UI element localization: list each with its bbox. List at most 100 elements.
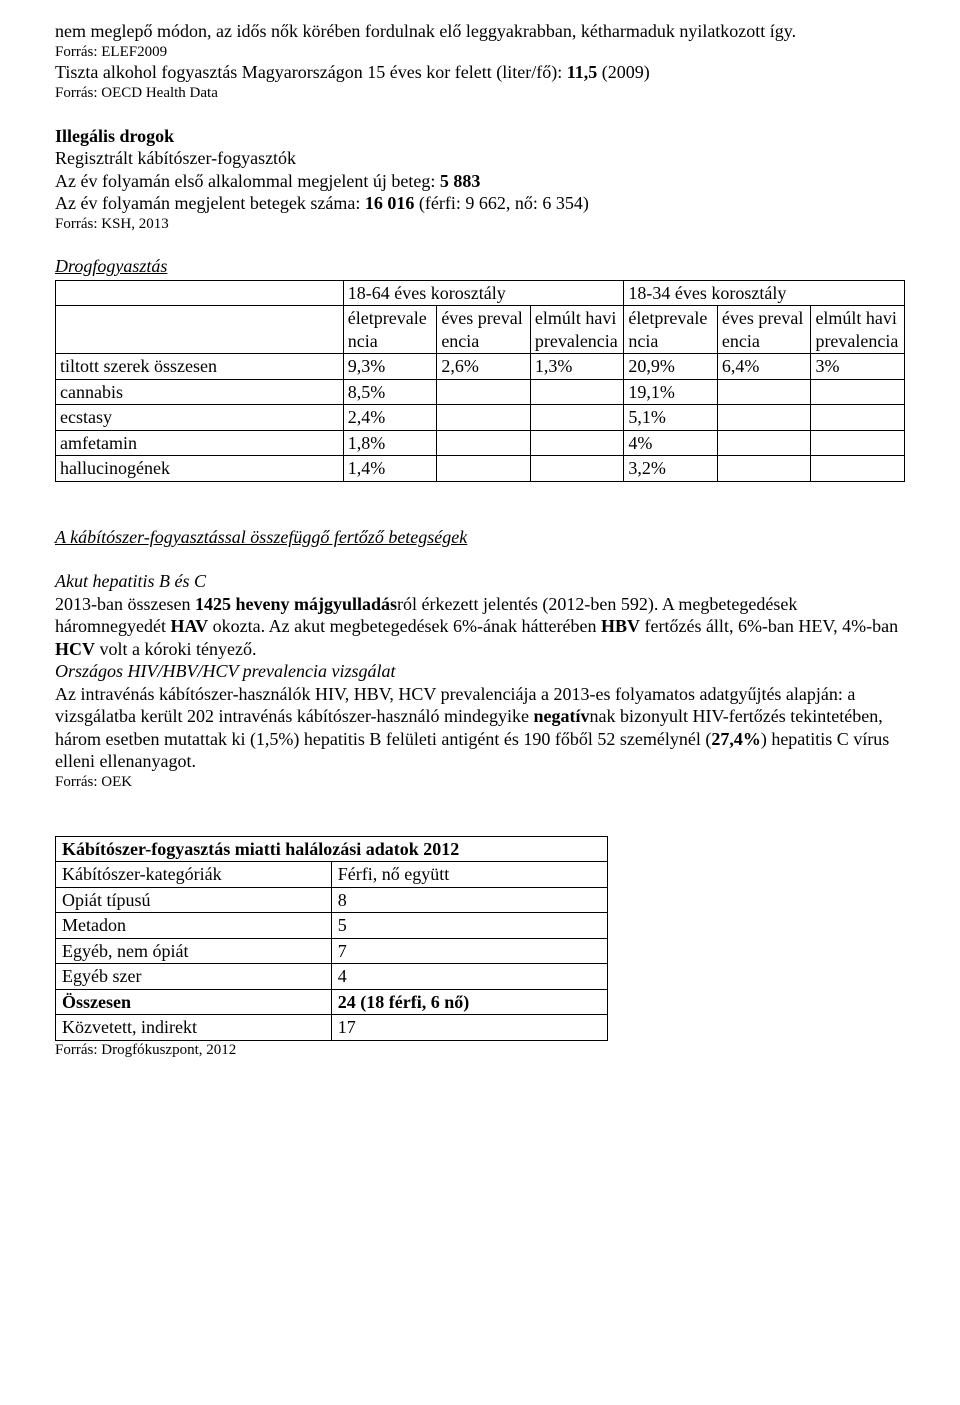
cell: 3% bbox=[811, 354, 905, 380]
diseases-source: Forrás: OEK bbox=[55, 773, 905, 792]
col-header: elmúlt havi prevalencia bbox=[811, 306, 905, 354]
col-header: életprevalencia bbox=[624, 306, 718, 354]
table-row: Kábítószer-kategóriák Férfi, nő együtt bbox=[56, 862, 608, 888]
t: volt a kóroki tényező. bbox=[95, 639, 256, 659]
row-label: Közvetett, indirekt bbox=[56, 1015, 332, 1041]
cell: 4% bbox=[624, 430, 718, 456]
table-row: Közvetett, indirekt 17 bbox=[56, 1015, 608, 1041]
cell: 9,3% bbox=[343, 354, 437, 380]
cell: 6,4% bbox=[717, 354, 811, 380]
col-header: éves prevalencia bbox=[717, 306, 811, 354]
cell: 24 (18 férfi, 6 nő) bbox=[331, 989, 607, 1015]
illegal-l1b: 5 883 bbox=[440, 171, 481, 191]
t: 27,4% bbox=[711, 729, 761, 749]
cell bbox=[437, 405, 531, 431]
cell bbox=[811, 430, 905, 456]
hiv-paragraph: Az intravénás kábítószer-használók HIV, … bbox=[55, 683, 905, 773]
cell: 3,2% bbox=[624, 456, 718, 482]
cell: 17 bbox=[331, 1015, 607, 1041]
cell: 8,5% bbox=[343, 379, 437, 405]
cell: 2,4% bbox=[343, 405, 437, 431]
cell: 5 bbox=[331, 913, 607, 939]
illegal-source: Forrás: KSH, 2013 bbox=[55, 215, 905, 234]
cell bbox=[530, 379, 624, 405]
col-header: éves prevalencia bbox=[437, 306, 531, 354]
cell bbox=[437, 379, 531, 405]
t: HAV bbox=[170, 616, 208, 636]
cell bbox=[717, 379, 811, 405]
t: okozta. Az akut megbetegedések 6%-ának h… bbox=[208, 616, 601, 636]
deaths-title: Kábítószer-fogyasztás miatti halálozási … bbox=[56, 836, 608, 862]
deaths-col2: Férfi, nő együtt bbox=[331, 862, 607, 888]
hepatitis-paragraph: 2013-ban összesen 1425 heveny májgyullad… bbox=[55, 593, 905, 661]
table-row: Kábítószer-fogyasztás miatti halálozási … bbox=[56, 836, 608, 862]
table-row: hallucinogének 1,4% 3,2% bbox=[56, 456, 905, 482]
deaths-source: Forrás: Drogfókuszpont, 2012 bbox=[55, 1041, 905, 1060]
cell bbox=[717, 405, 811, 431]
hepatitis-subheading: Akut hepatitis B és C bbox=[55, 570, 905, 593]
cell bbox=[811, 379, 905, 405]
col-header: életprevalencia bbox=[343, 306, 437, 354]
cell: 2,6% bbox=[437, 354, 531, 380]
table-row: Metadon 5 bbox=[56, 913, 608, 939]
table-row: cannabis 8,5% 19,1% bbox=[56, 379, 905, 405]
cell bbox=[811, 456, 905, 482]
drug-table: 18-64 éves korosztály 18-34 éves koroszt… bbox=[55, 280, 905, 482]
row-label: ecstasy bbox=[56, 405, 344, 431]
cell: 1,3% bbox=[530, 354, 624, 380]
diseases-heading: A kábítószer-fogyasztással összefüggő fe… bbox=[55, 526, 905, 549]
intro-paragraph: nem meglepő módon, az idős nők körében f… bbox=[55, 20, 905, 43]
illegal-l2b: 16 016 bbox=[365, 193, 415, 213]
row-label: Egyéb, nem ópiát bbox=[56, 938, 332, 964]
t: 1425 heveny májgyulladás bbox=[195, 594, 397, 614]
t: HCV bbox=[55, 639, 95, 659]
t: fertőzés állt, 6%-ban HEV, 4%-ban bbox=[640, 616, 898, 636]
cell: 19,1% bbox=[624, 379, 718, 405]
cell: 5,1% bbox=[624, 405, 718, 431]
row-label: Összesen bbox=[56, 989, 332, 1015]
cell bbox=[811, 405, 905, 431]
cell bbox=[437, 456, 531, 482]
row-label: tiltott szerek összesen bbox=[56, 354, 344, 380]
cell: 8 bbox=[331, 887, 607, 913]
cell: 4 bbox=[331, 964, 607, 990]
group-header-2: 18-34 éves korosztály bbox=[624, 280, 905, 306]
illegal-line1: Az év folyamán első alkalommal megjelent… bbox=[55, 170, 905, 193]
group-header-1: 18-64 éves korosztály bbox=[343, 280, 624, 306]
t: negatív bbox=[533, 706, 589, 726]
cell bbox=[437, 430, 531, 456]
drugtable-title: Drogfogyasztás bbox=[55, 255, 905, 278]
alcohol-text-a: Tiszta alkohol fogyasztás Magyarországon… bbox=[55, 62, 567, 82]
row-label: amfetamin bbox=[56, 430, 344, 456]
cell bbox=[717, 430, 811, 456]
cell: 20,9% bbox=[624, 354, 718, 380]
cell bbox=[530, 430, 624, 456]
blank-cell bbox=[56, 306, 344, 354]
cell: 1,4% bbox=[343, 456, 437, 482]
illegal-heading: Illegális drogok bbox=[55, 125, 905, 148]
alcohol-line: Tiszta alkohol fogyasztás Magyarországon… bbox=[55, 61, 905, 84]
alcohol-value: 11,5 bbox=[567, 62, 598, 82]
table-row: ecstasy 2,4% 5,1% bbox=[56, 405, 905, 431]
blank-cell bbox=[56, 280, 344, 306]
deaths-col1: Kábítószer-kategóriák bbox=[56, 862, 332, 888]
table-row: Egyéb, nem ópiát 7 bbox=[56, 938, 608, 964]
table-row: amfetamin 1,8% 4% bbox=[56, 430, 905, 456]
illegal-l1a: Az év folyamán első alkalommal megjelent… bbox=[55, 171, 440, 191]
row-label: Opiát típusú bbox=[56, 887, 332, 913]
table-row: életprevalencia éves prevalencia elmúlt … bbox=[56, 306, 905, 354]
table-row: Egyéb szer 4 bbox=[56, 964, 608, 990]
row-label: hallucinogének bbox=[56, 456, 344, 482]
intro-source-2: Forrás: OECD Health Data bbox=[55, 84, 905, 103]
table-row: Összesen 24 (18 férfi, 6 nő) bbox=[56, 989, 608, 1015]
row-label: cannabis bbox=[56, 379, 344, 405]
cell bbox=[717, 456, 811, 482]
cell: 7 bbox=[331, 938, 607, 964]
table-row: tiltott szerek összesen 9,3% 2,6% 1,3% 2… bbox=[56, 354, 905, 380]
cell bbox=[530, 456, 624, 482]
row-label: Metadon bbox=[56, 913, 332, 939]
deaths-table: Kábítószer-fogyasztás miatti halálozási … bbox=[55, 836, 608, 1041]
t: 2013-ban összesen bbox=[55, 594, 195, 614]
table-row: 18-64 éves korosztály 18-34 éves koroszt… bbox=[56, 280, 905, 306]
alcohol-text-c: (2009) bbox=[597, 62, 650, 82]
